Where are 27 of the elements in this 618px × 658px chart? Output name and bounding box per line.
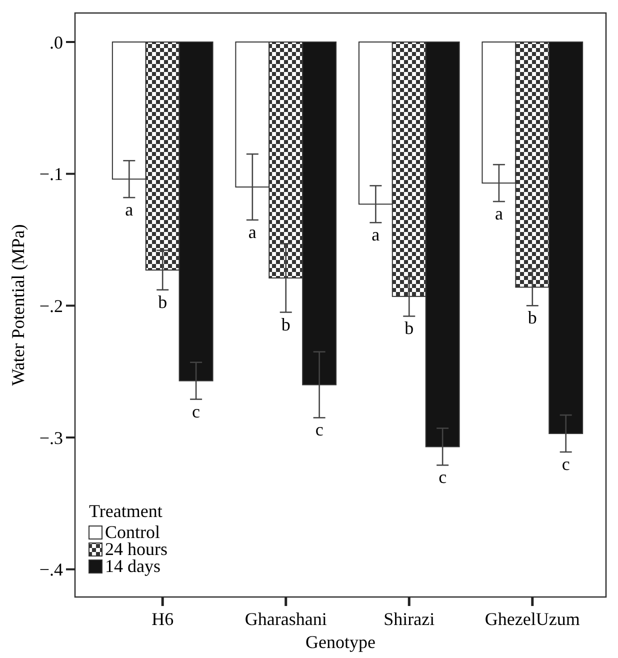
annotation: c [562, 454, 570, 474]
x-tick-label: GhezelUzum [484, 609, 580, 629]
annotation: b [528, 308, 537, 328]
legend-label: Control [105, 522, 160, 542]
legend-label: 24 hours [105, 539, 168, 559]
x-axis-title: Genotype [306, 632, 376, 652]
annotation: c [315, 420, 324, 440]
annotation: a [494, 204, 503, 224]
x-tick-label: H6 [152, 609, 174, 629]
y-tick-label: −.4 [39, 560, 63, 580]
y-tick-label: −.2 [39, 296, 63, 316]
annotation: b [281, 314, 290, 334]
annotation: c [192, 401, 200, 422]
annotation: b [404, 318, 414, 338]
annotation: a [372, 224, 380, 245]
legend-title: Treatment [89, 501, 162, 521]
y-tick-label: .0 [50, 32, 63, 52]
legend-label: 14 days [105, 556, 160, 576]
annotation: b [158, 292, 168, 312]
x-tick-label: Gharashani [244, 609, 327, 629]
annotation: c [438, 467, 447, 488]
x-tick-label: Shirazi [384, 609, 435, 629]
annotation: a [248, 222, 256, 242]
y-tick-label: −.1 [39, 164, 63, 184]
annotation: a [125, 200, 134, 220]
y-axis-title: Water Potential (MPa) [8, 224, 28, 386]
y-tick-label: −.3 [39, 428, 63, 448]
